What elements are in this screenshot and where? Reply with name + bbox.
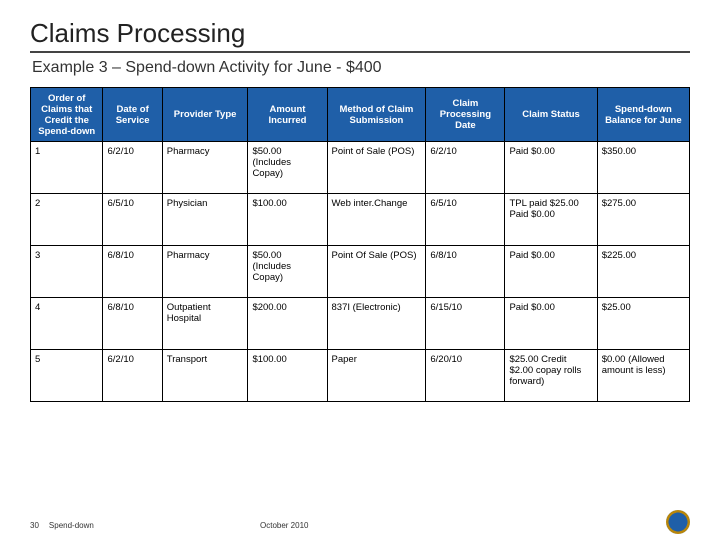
table-cell: 4	[31, 298, 103, 350]
footer: 30 Spend-down October 2010	[30, 521, 690, 530]
table-cell: 3	[31, 246, 103, 298]
table-cell: 6/2/10	[103, 350, 162, 402]
table-cell: $50.00 (Includes Copay)	[248, 142, 327, 194]
table-cell: 837I (Electronic)	[327, 298, 426, 350]
footer-section: Spend-down	[49, 521, 94, 530]
col-header: Method of Claim Submission	[327, 88, 426, 142]
table-cell: Paper	[327, 350, 426, 402]
table-row: 26/5/10Physician$100.00Web inter.Change6…	[31, 194, 690, 246]
table-cell: $50.00 (Includes Copay)	[248, 246, 327, 298]
col-header: Claim Status	[505, 88, 597, 142]
table-row: 56/2/10Transport$100.00Paper6/20/10$25.0…	[31, 350, 690, 402]
col-header: Date of Service	[103, 88, 162, 142]
table-cell: 6/15/10	[426, 298, 505, 350]
table-cell: $25.00	[597, 298, 689, 350]
page-subtitle: Example 3 – Spend-down Activity for June…	[30, 59, 690, 77]
table-cell: Pharmacy	[162, 246, 248, 298]
col-header: Order of Claims that Credit the Spend-do…	[31, 88, 103, 142]
col-header: Claim Processing Date	[426, 88, 505, 142]
title-rule	[30, 51, 690, 53]
table-cell: $350.00	[597, 142, 689, 194]
table-cell: 6/8/10	[103, 298, 162, 350]
table-row: 46/8/10Outpatient Hospital$200.00837I (E…	[31, 298, 690, 350]
logo-icon	[666, 510, 690, 534]
table-cell: $0.00 (Allowed amount is less)	[597, 350, 689, 402]
table-cell: Paid $0.00	[505, 142, 597, 194]
table-cell: Web inter.Change	[327, 194, 426, 246]
col-header: Spend-down Balance for June	[597, 88, 689, 142]
table-cell: 6/5/10	[103, 194, 162, 246]
table-cell: Paid $0.00	[505, 298, 597, 350]
table-cell: TPL paid $25.00 Paid $0.00	[505, 194, 597, 246]
table-cell: 2	[31, 194, 103, 246]
table-cell: 6/2/10	[426, 142, 505, 194]
table-row: 16/2/10Pharmacy$50.00 (Includes Copay)Po…	[31, 142, 690, 194]
table-cell: Point of Sale (POS)	[327, 142, 426, 194]
table-cell: Paid $0.00	[505, 246, 597, 298]
table-cell: $100.00	[248, 194, 327, 246]
table-cell: 6/5/10	[426, 194, 505, 246]
table-cell: Physician	[162, 194, 248, 246]
table-cell: 6/2/10	[103, 142, 162, 194]
table-cell: 1	[31, 142, 103, 194]
col-header: Provider Type	[162, 88, 248, 142]
table-cell: $275.00	[597, 194, 689, 246]
table-cell: 6/8/10	[103, 246, 162, 298]
table-cell: 5	[31, 350, 103, 402]
table-cell: $25.00 Credit $2.00 copay rolls forward)	[505, 350, 597, 402]
table-cell: 6/20/10	[426, 350, 505, 402]
table-cell: Point Of Sale (POS)	[327, 246, 426, 298]
table-header-row: Order of Claims that Credit the Spend-do…	[31, 88, 690, 142]
table-cell: Outpatient Hospital	[162, 298, 248, 350]
claims-table: Order of Claims that Credit the Spend-do…	[30, 87, 690, 402]
footer-date: October 2010	[260, 521, 308, 530]
footer-page: 30	[30, 521, 39, 530]
table-cell: Transport	[162, 350, 248, 402]
page-title: Claims Processing	[30, 18, 690, 49]
table-cell: $225.00	[597, 246, 689, 298]
table-cell: $100.00	[248, 350, 327, 402]
table-cell: Pharmacy	[162, 142, 248, 194]
table-row: 36/8/10Pharmacy$50.00 (Includes Copay)Po…	[31, 246, 690, 298]
table-cell: 6/8/10	[426, 246, 505, 298]
table-cell: $200.00	[248, 298, 327, 350]
col-header: Amount Incurred	[248, 88, 327, 142]
